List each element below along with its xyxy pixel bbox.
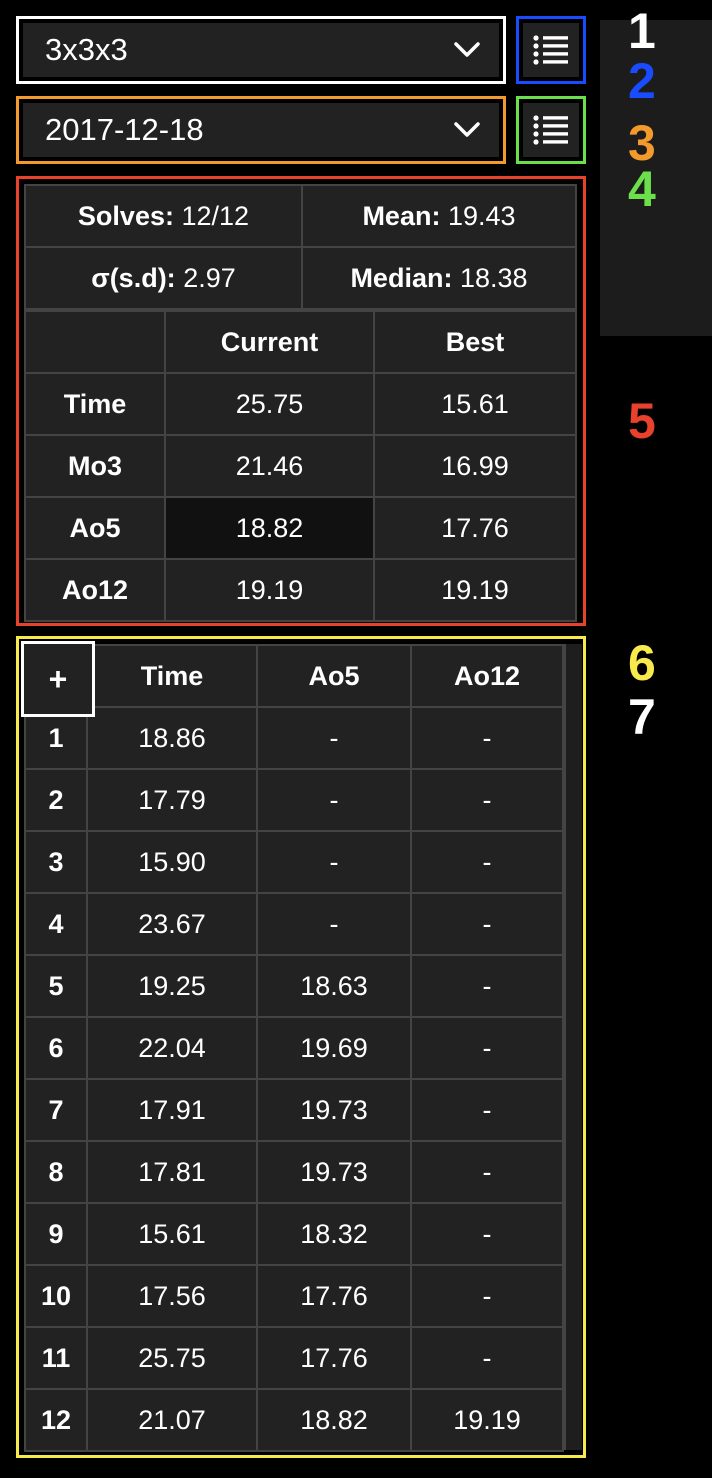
empty-header-cell	[24, 310, 166, 374]
annotation-panel	[600, 20, 712, 336]
annotation-number-6: 6	[628, 635, 656, 691]
current-column-header: Current	[164, 310, 375, 374]
current-mo3[interactable]: 21.46	[164, 434, 375, 498]
standard-deviation: σ(s.d): 2.97	[24, 246, 303, 310]
best-column-header: Best	[373, 310, 577, 374]
best-time[interactable]: 15.61	[373, 372, 577, 436]
current-time[interactable]: 25.75	[164, 372, 375, 436]
session-select-frame	[16, 96, 506, 164]
session-select[interactable]: 2017-12-18	[23, 103, 499, 157]
row-label: Ao5	[24, 496, 166, 560]
row-label: Mo3	[24, 434, 166, 498]
table-row[interactable]: 9 15.61 18.32-	[24, 1202, 564, 1266]
annotation-number-7: 7	[628, 689, 656, 745]
best-mo3[interactable]: 16.99	[373, 434, 577, 498]
table-row[interactable]: 10 17.56 17.76-	[24, 1264, 564, 1328]
session-list-button[interactable]	[523, 103, 579, 157]
list-icon	[533, 115, 568, 145]
median-value: Median: 18.38	[301, 246, 577, 310]
table-row[interactable]: 7 17.91 19.73-	[24, 1078, 564, 1142]
solves-count: Solves: 12/12	[24, 184, 303, 248]
session-list-button-frame	[516, 96, 586, 164]
statistics-panel: Solves: 12/12 Mean: 19.43 σ(s.d): 2.97 M…	[16, 176, 586, 626]
table-row[interactable]: 3 15.90- -	[24, 830, 564, 894]
solves-header-row: Time Ao5 Ao12	[24, 644, 564, 708]
puzzle-select[interactable]: 3x3x3	[23, 23, 499, 77]
ao5-column-header: Ao5	[256, 644, 412, 708]
table-row[interactable]: 6 22.04 19.69-	[24, 1016, 564, 1080]
mean-value: Mean: 19.43	[301, 184, 577, 248]
current-ao5[interactable]: 18.82	[164, 496, 375, 560]
row-label: Time	[24, 372, 166, 436]
puzzle-select-value: 3x3x3	[45, 32, 128, 67]
row-label: Ao12	[24, 558, 166, 622]
stats-row-time: Time 25.75 15.61	[24, 372, 577, 436]
solves-scrollbar[interactable]	[564, 644, 582, 1450]
stats-row-ao12: Ao12 19.19 19.19	[24, 558, 577, 622]
table-row[interactable]: 5 19.25 18.63-	[24, 954, 564, 1018]
annotation-number-5: 5	[628, 393, 656, 449]
solves-panel: Time Ao5 Ao12 1 18.86- - 2 17.79- - 3 15.90- -…	[16, 636, 586, 1458]
table-row[interactable]: 8 17.81 19.73-	[24, 1140, 564, 1204]
annotation-number-4: 4	[628, 161, 656, 217]
time-column-header: Time	[86, 644, 258, 708]
current-ao12[interactable]: 19.19	[164, 558, 375, 622]
stats-row-ao5: Ao5 18.82 17.76	[24, 496, 577, 560]
annotation-number-2: 2	[628, 53, 656, 109]
best-ao12[interactable]: 19.19	[373, 558, 577, 622]
table-row[interactable]: 4 23.67- -	[24, 892, 564, 956]
best-current-table: Current Best Time 25.75 15.61 Mo3 21.46 …	[24, 310, 577, 622]
table-row[interactable]: 11 25.75 17.76-	[24, 1326, 564, 1390]
add-solve-button[interactable]: +	[21, 641, 95, 717]
summary-table: Solves: 12/12 Mean: 19.43 σ(s.d): 2.97 M…	[24, 184, 577, 310]
annotation-number-3: 3	[628, 115, 656, 171]
annotation-number-1: 1	[628, 3, 656, 59]
list-icon	[533, 35, 568, 65]
puzzle-select-frame	[16, 16, 506, 84]
table-row[interactable]: 12 21.07 18.82 19.19	[24, 1388, 564, 1452]
ao12-column-header: Ao12	[410, 644, 564, 708]
table-row[interactable]: 1 18.86- -	[24, 706, 564, 770]
chevron-down-icon	[454, 42, 480, 57]
best-ao5[interactable]: 17.76	[373, 496, 577, 560]
solves-table: Time Ao5 Ao12 1 18.86- - 2 17.79- - 3 15.90- -…	[24, 644, 564, 1452]
chevron-down-icon	[454, 122, 480, 137]
puzzle-list-button[interactable]	[523, 23, 579, 77]
stats-row-mo3: Mo3 21.46 16.99	[24, 434, 577, 498]
table-row[interactable]: 2 17.79- -	[24, 768, 564, 832]
session-select-value: 2017-12-18	[45, 112, 204, 147]
puzzle-list-button-frame	[516, 16, 586, 84]
